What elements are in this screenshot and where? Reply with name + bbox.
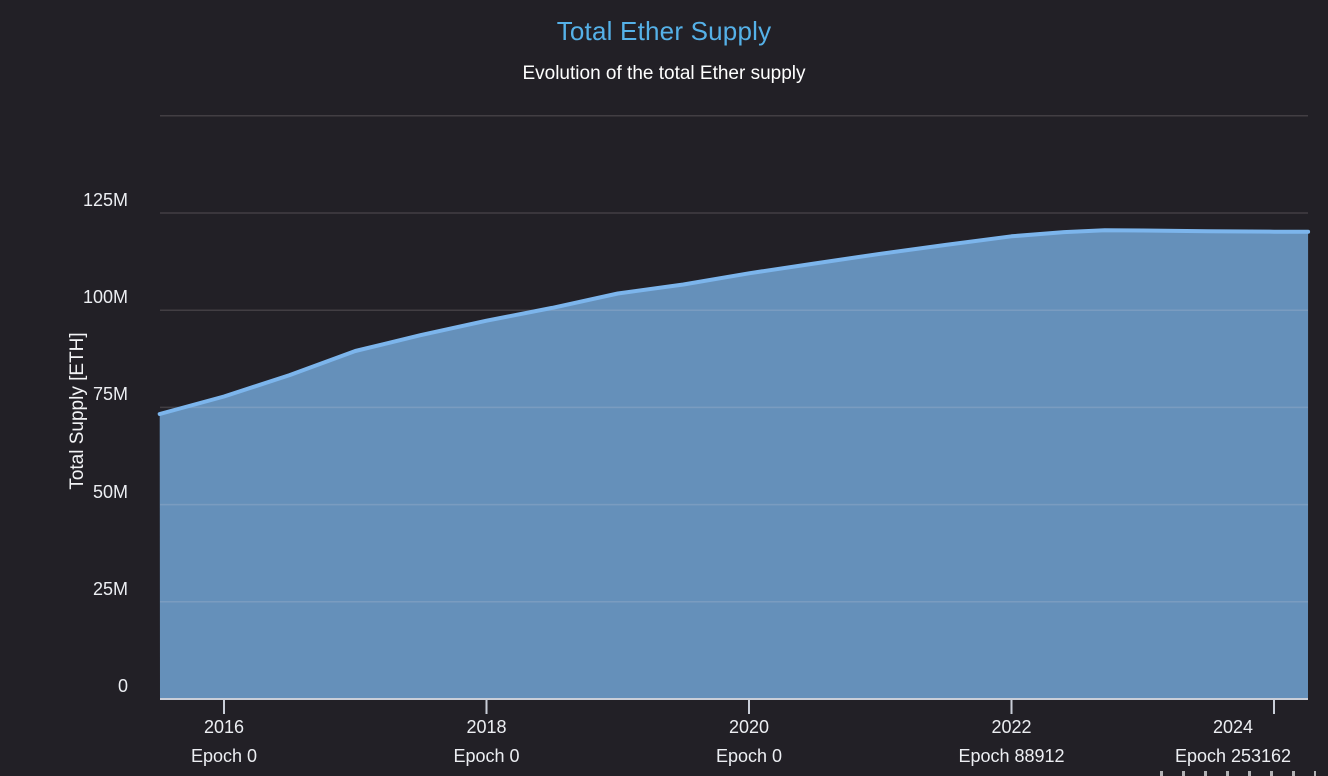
y-axis-label-75M: 75M [92,384,128,405]
y-axis-label-100M: 100M [82,287,128,308]
x-axis-label-2018: 2018 [466,717,507,737]
x-axis-epoch-label-2024: Epoch 253162 [1174,746,1292,766]
x-axis-epoch-label-2020: Epoch 0 [715,746,783,766]
x-axis-epoch-label-2022: Epoch 88912 [958,746,1065,766]
x-axis-epoch-label-2016: Epoch 0 [190,746,258,766]
supply-line [157,228,1311,416]
y-axis-label-25M: 25M [92,578,128,599]
y-axis-label-50M: 50M [92,481,128,502]
x-axis-epoch-label-2018: Epoch 0 [453,746,520,766]
clipped-text-fragment [1160,771,1316,776]
y-axis-label-0: 0 [117,676,128,696]
chart-title: Total Ether Supply [556,16,772,46]
supply-area-fill [159,230,1309,700]
x-axis-label-2020: 2020 [728,717,770,737]
x-axis-label-2016: 2016 [203,717,245,737]
y-axis-label-125M: 125M [82,190,128,210]
x-axis-label-2022: 2022 [991,717,1032,737]
chart-subtitle: Evolution of the total Ether supply [522,63,806,84]
x-axis-label-2024: 2024 [1212,717,1254,737]
